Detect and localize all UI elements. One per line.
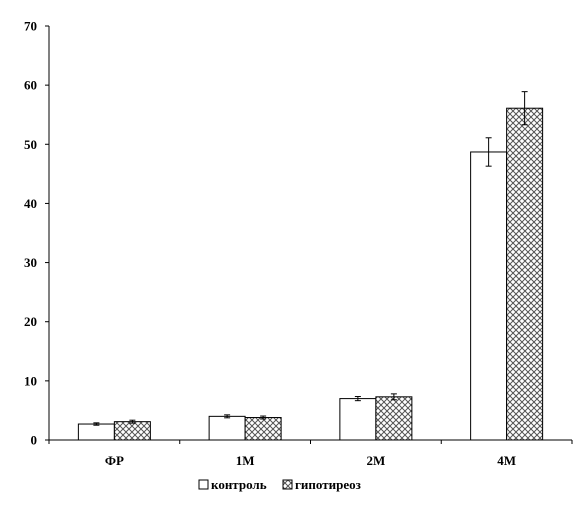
bar-control-2 [339, 398, 377, 441]
bar-control-0 [77, 423, 115, 441]
bar-hypothyroid-0 [113, 421, 151, 441]
y-tick-label: 50 [24, 137, 37, 152]
y-tick-label: 30 [24, 255, 37, 270]
legend-label: гипотиреоз [295, 477, 361, 492]
legend-swatch-control [198, 479, 209, 490]
legend-label: контроль [211, 477, 267, 492]
bar-hypothyroid-2 [375, 396, 413, 441]
bar-control-3 [470, 151, 508, 441]
x-tick-label: 1М [236, 453, 255, 468]
y-tick-label: 60 [24, 78, 37, 93]
x-tick-label: ФР [105, 453, 124, 468]
legend: контроль гипотиреоз [198, 477, 361, 492]
x-tick-label: 4М [497, 453, 516, 468]
bar-control-1 [208, 415, 246, 441]
bar-hypothyroid-3 [506, 107, 544, 441]
y-tick-label: 40 [24, 196, 37, 211]
y-tick-label: 0 [31, 433, 38, 448]
x-tick-label: 2М [366, 453, 385, 468]
y-tick-label: 20 [24, 314, 37, 329]
y-tick-label: 70 [24, 19, 37, 34]
bars [77, 91, 544, 441]
y-tick-label: 10 [24, 373, 37, 388]
axes: 0 10 20 30 40 50 60 70 ФР 1М 2М 4М [24, 19, 573, 468]
bar-hypothyroid-1 [244, 417, 282, 441]
legend-swatch-hypothyroid [282, 479, 293, 490]
